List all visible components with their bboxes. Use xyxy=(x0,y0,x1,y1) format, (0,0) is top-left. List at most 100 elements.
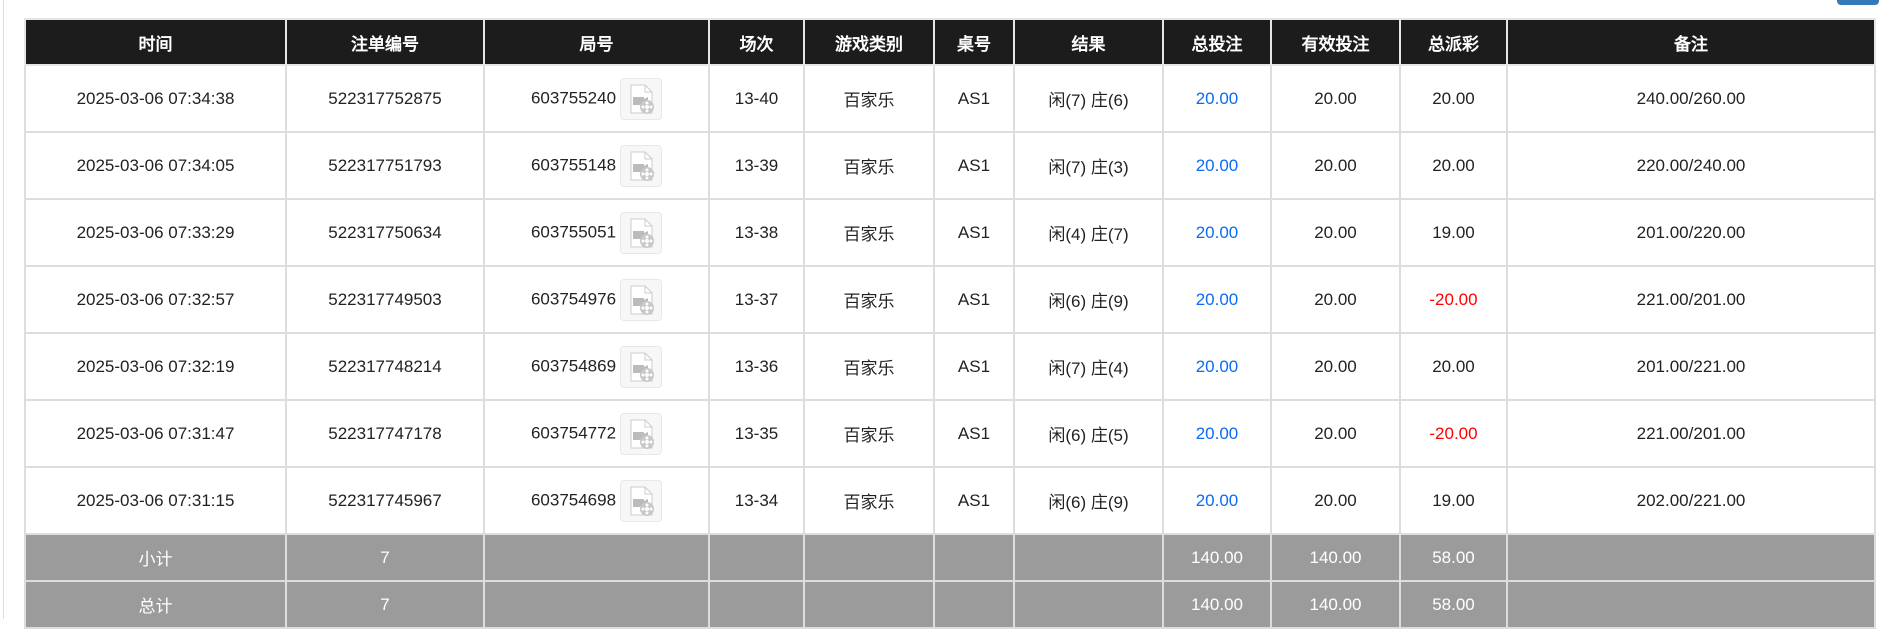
summary-label: 小计 xyxy=(24,533,287,582)
table-row: 2025-03-06 07:31:47 522317747178 603754772… xyxy=(24,399,1876,468)
empty-cell xyxy=(708,580,805,629)
empty-cell xyxy=(708,533,805,582)
subtotal-row: 小计 7 140.00 140.00 58.00 xyxy=(24,533,1876,582)
empty-cell xyxy=(483,533,710,582)
valid-bet-cell: 20.00 xyxy=(1270,466,1401,535)
time-cell: 2025-03-06 07:31:47 xyxy=(24,399,287,468)
video-replay-icon[interactable] xyxy=(620,144,663,187)
game-type-cell: 百家乐 xyxy=(803,198,935,267)
column-header-bet-id: 注单编号 xyxy=(285,18,485,66)
time-cell: 2025-03-06 07:34:38 xyxy=(24,64,287,133)
empty-cell xyxy=(1506,533,1876,582)
empty-cell xyxy=(933,533,1015,582)
bet-id-cell: 522317747178 xyxy=(285,399,485,468)
result-cell: 闲(4) 庄(7) xyxy=(1013,198,1164,267)
bet-id-cell: 522317748214 xyxy=(285,332,485,401)
summary-payout: 58.00 xyxy=(1399,580,1508,629)
time-cell: 2025-03-06 07:34:05 xyxy=(24,131,287,200)
game-type-cell: 百家乐 xyxy=(803,399,935,468)
table-no-cell: AS1 xyxy=(933,64,1015,133)
column-header-round: 局号 xyxy=(483,18,710,66)
summary-valid-bet: 140.00 xyxy=(1270,533,1401,582)
total-bet-cell: 20.00 xyxy=(1162,265,1272,334)
table-no-cell: AS1 xyxy=(933,265,1015,334)
payout-cell: 19.00 xyxy=(1399,466,1508,535)
round-number: 603754976 xyxy=(530,288,617,308)
result-cell: 闲(6) 庄(9) xyxy=(1013,265,1164,334)
page-border xyxy=(3,0,4,619)
game-type-cell: 百家乐 xyxy=(803,332,935,401)
empty-cell xyxy=(1013,533,1164,582)
table-row: 2025-03-06 07:33:29 522317750634 603755051… xyxy=(24,198,1876,267)
result-cell: 闲(6) 庄(5) xyxy=(1013,399,1164,468)
total-bet-cell: 20.00 xyxy=(1162,64,1272,133)
round-cell: 603755240 xyxy=(483,64,710,133)
total-row: 总计 7 140.00 140.00 58.00 xyxy=(24,580,1876,629)
session-cell: 13-35 xyxy=(708,399,805,468)
note-cell: 220.00/240.00 xyxy=(1506,131,1876,200)
note-cell: 201.00/220.00 xyxy=(1506,198,1876,267)
column-header-total-bet: 总投注 xyxy=(1162,18,1272,66)
table-no-cell: AS1 xyxy=(933,399,1015,468)
top-right-button[interactable] xyxy=(1837,0,1879,5)
round-number: 603754698 xyxy=(530,489,617,509)
video-replay-icon[interactable] xyxy=(620,77,663,120)
payout-cell: 19.00 xyxy=(1399,198,1508,267)
table-no-cell: AS1 xyxy=(933,332,1015,401)
round-cell: 603754869 xyxy=(483,332,710,401)
summary-label: 总计 xyxy=(24,580,287,629)
empty-cell xyxy=(1013,580,1164,629)
valid-bet-cell: 20.00 xyxy=(1270,332,1401,401)
summary-total-bet: 140.00 xyxy=(1162,580,1272,629)
empty-cell xyxy=(803,533,935,582)
video-replay-icon[interactable] xyxy=(620,412,663,455)
bet-id-cell: 522317752875 xyxy=(285,64,485,133)
table-row: 2025-03-06 07:31:15 522317745967 603754698… xyxy=(24,466,1876,535)
video-replay-icon[interactable] xyxy=(620,278,663,321)
round-cell: 603755148 xyxy=(483,131,710,200)
time-cell: 2025-03-06 07:31:15 xyxy=(24,466,287,535)
table-no-cell: AS1 xyxy=(933,198,1015,267)
session-cell: 13-36 xyxy=(708,332,805,401)
bet-id-cell: 522317749503 xyxy=(285,265,485,334)
session-cell: 13-34 xyxy=(708,466,805,535)
bet-id-cell: 522317750634 xyxy=(285,198,485,267)
payout-cell: 20.00 xyxy=(1399,64,1508,133)
time-cell: 2025-03-06 07:32:19 xyxy=(24,332,287,401)
column-header-valid-bet: 有效投注 xyxy=(1270,18,1401,66)
valid-bet-cell: 20.00 xyxy=(1270,265,1401,334)
column-header-table-no: 桌号 xyxy=(933,18,1015,66)
session-cell: 13-37 xyxy=(708,265,805,334)
valid-bet-cell: 20.00 xyxy=(1270,399,1401,468)
video-replay-icon[interactable] xyxy=(620,345,663,388)
payout-cell: 20.00 xyxy=(1399,131,1508,200)
table-row: 2025-03-06 07:32:19 522317748214 603754869… xyxy=(24,332,1876,401)
table-no-cell: AS1 xyxy=(933,466,1015,535)
round-number: 603755240 xyxy=(530,87,617,107)
round-cell: 603754772 xyxy=(483,399,710,468)
round-cell: 603754698 xyxy=(483,466,710,535)
total-bet-cell: 20.00 xyxy=(1162,466,1272,535)
round-number: 603755148 xyxy=(530,154,617,174)
summary-payout: 58.00 xyxy=(1399,533,1508,582)
payout-cell: 20.00 xyxy=(1399,332,1508,401)
video-replay-icon[interactable] xyxy=(620,479,663,522)
total-bet-cell: 20.00 xyxy=(1162,332,1272,401)
game-type-cell: 百家乐 xyxy=(803,466,935,535)
column-header-note: 备注 xyxy=(1506,18,1876,66)
summary-total-bet: 140.00 xyxy=(1162,533,1272,582)
valid-bet-cell: 20.00 xyxy=(1270,64,1401,133)
round-number: 603754869 xyxy=(530,355,617,375)
bet-id-cell: 522317751793 xyxy=(285,131,485,200)
summary-count: 7 xyxy=(285,533,485,582)
table-header: 时间 注单编号 局号 场次 游戏类别 桌号 结果 总投注 有效投注 总派彩 备注 xyxy=(24,18,1876,66)
column-header-session: 场次 xyxy=(708,18,805,66)
session-cell: 13-38 xyxy=(708,198,805,267)
summary-count: 7 xyxy=(285,580,485,629)
payout-cell: -20.00 xyxy=(1399,399,1508,468)
video-replay-icon[interactable] xyxy=(620,211,663,254)
session-cell: 13-40 xyxy=(708,64,805,133)
round-number: 603754772 xyxy=(530,422,617,442)
table-row: 2025-03-06 07:32:57 522317749503 603754976… xyxy=(24,265,1876,334)
empty-cell xyxy=(1506,580,1876,629)
